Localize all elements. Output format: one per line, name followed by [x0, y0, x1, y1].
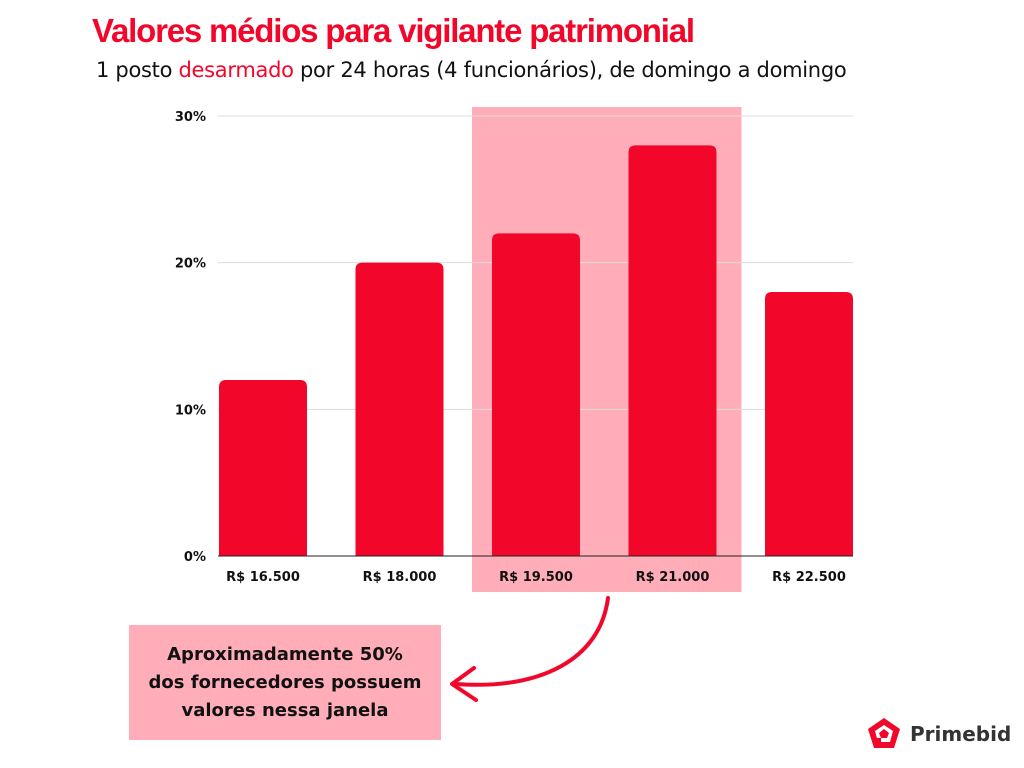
bar — [355, 262, 444, 556]
subtitle-text: 1 posto — [96, 58, 179, 82]
callout-line: Aproximadamente 50% — [167, 643, 403, 665]
callout-box: Aproximadamente 50% dos fornecedores pos… — [129, 625, 441, 740]
subtitle-highlight: desarmado — [178, 58, 294, 82]
bar — [628, 145, 717, 557]
arrow-curve — [454, 596, 610, 687]
arrow-head-icon — [450, 666, 478, 702]
y-tick-label: 30% — [175, 110, 206, 125]
bar — [765, 292, 853, 556]
x-tick-label: R$ 18.000 — [363, 570, 437, 585]
x-tick-label: R$ 16.500 — [226, 570, 300, 585]
logo-text: Primebid — [910, 722, 1012, 746]
bar — [492, 233, 580, 557]
chart-title: Valores médios para vigilante patrimonia… — [92, 12, 695, 49]
primebid-logo-icon — [868, 718, 900, 748]
callout-line: valores nessa janela — [181, 699, 389, 721]
y-tick-label: 20% — [175, 257, 206, 272]
y-tick-label: 10% — [175, 403, 206, 418]
primebid-logo: Primebid — [866, 716, 1011, 752]
x-tick-label: R$ 22.500 — [772, 570, 846, 585]
x-tick-label: R$ 21.000 — [636, 570, 710, 585]
subtitle-text: por 24 horas (4 funcionários), de doming… — [293, 58, 847, 82]
x-tick-label: R$ 19.500 — [499, 570, 573, 585]
chart-subtitle: 1 posto desarmado por 24 horas (4 funcio… — [96, 58, 847, 82]
y-tick-label: 0% — [184, 550, 206, 565]
bar — [219, 380, 307, 556]
callout-line: dos fornecedores possuem — [148, 671, 422, 693]
